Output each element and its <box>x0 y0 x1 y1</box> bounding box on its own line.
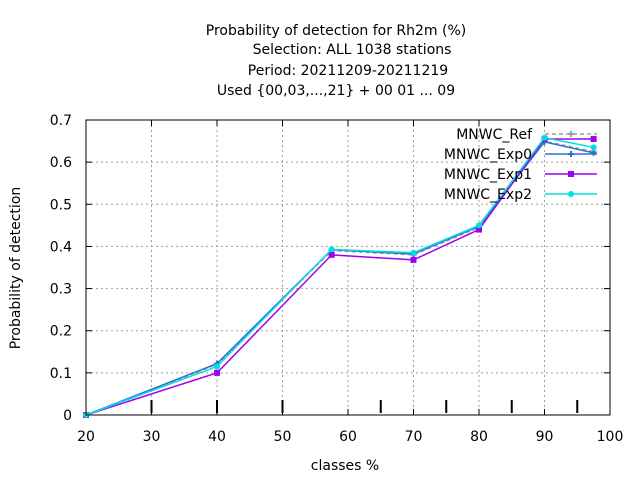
x-tick-label: 100 <box>597 429 624 445</box>
title-line-1: Probability of detection for Rh2m (%) <box>206 23 467 39</box>
x-tick-label: 50 <box>274 429 292 445</box>
data-point <box>590 135 597 142</box>
legend-marker <box>568 191 574 197</box>
title-line-4: Used {00,03,...,21} + 00 01 ... 09 <box>217 83 455 99</box>
data-point <box>590 149 597 156</box>
x-tick-label: 30 <box>143 429 161 445</box>
legend-marker <box>568 131 574 137</box>
x-tick-label: 90 <box>536 429 554 445</box>
legend-entry-3: MNWC_Exp2 <box>444 187 597 203</box>
legend-label: MNWC_Exp1 <box>444 167 532 183</box>
legend-label: MNWC_Ref <box>456 127 533 143</box>
data-point <box>214 363 220 370</box>
y-tick-label: 0.4 <box>50 239 72 255</box>
plot-frame <box>85 119 611 416</box>
legend-label: MNWC_Exp2 <box>444 187 532 203</box>
data-point <box>214 369 220 376</box>
x-tick-label: 20 <box>77 429 95 445</box>
legend-marker <box>568 151 574 157</box>
y-tick-label: 0.2 <box>50 324 72 340</box>
data-point <box>476 226 482 233</box>
legend-entry-1: MNWC_Exp0 <box>444 147 597 163</box>
y-tick-label: 0.1 <box>50 366 72 382</box>
x-tick-label: 80 <box>470 429 488 445</box>
data-point <box>476 222 482 229</box>
ticks: 0 0.1 0.2 0.3 0.4 0.5 0.6 0.7 20 30 40 50 60 70 80 90 10… <box>50 113 624 445</box>
data-point <box>328 251 335 258</box>
title-line-3: Period: 20211209-20211219 <box>248 63 448 79</box>
x-tick-label: 60 <box>339 429 357 445</box>
data-point <box>410 256 417 263</box>
legend-entry-0: MNWC_Ref <box>456 127 597 143</box>
y-axis-label: Probability of detection <box>8 187 24 350</box>
y-tick-label: 0.5 <box>50 197 72 213</box>
x-tick-label: 40 <box>208 429 226 445</box>
chart-title: Probability of detection for Rh2m (%) Se… <box>206 23 467 99</box>
legend-marker <box>568 171 574 177</box>
legend-entry-2: MNWC_Exp1 <box>444 167 597 183</box>
y-tick-label: 0 <box>63 408 72 424</box>
title-line-2: Selection: ALL 1038 stations <box>253 42 452 58</box>
y-tick-label: 0.6 <box>50 155 72 171</box>
legend-label: MNWC_Exp0 <box>444 147 532 163</box>
data-point <box>590 144 597 151</box>
x-tick-label: 70 <box>405 429 423 445</box>
y-tick-label: 0.7 <box>50 113 72 129</box>
legend: MNWC_Ref MNWC_Exp0 MNWC_Exp1 MNWC_Exp2 <box>444 127 597 203</box>
series-group <box>83 134 597 418</box>
data-point <box>410 249 417 256</box>
x-axis-label: classes % <box>311 458 379 474</box>
grid <box>86 120 610 415</box>
data-point <box>328 246 335 253</box>
data-point <box>541 134 548 141</box>
y-tick-label: 0.3 <box>50 282 72 298</box>
minor-x-marks <box>150 400 579 413</box>
